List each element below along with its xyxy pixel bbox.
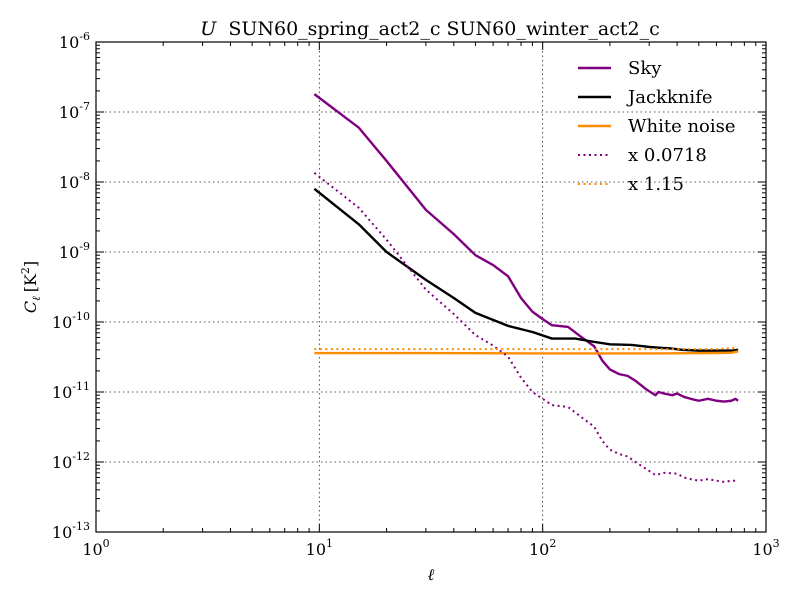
y-tick-label-exponent: -11 — [72, 380, 90, 393]
x-tick-label: 101 — [306, 537, 333, 559]
y-tick-label: 10-12 — [52, 450, 90, 472]
x-tick-label-base: 10 — [82, 540, 102, 559]
y-tick-label: 10-6 — [59, 30, 90, 52]
tick-labels: 100 101 102 10310-1310-1210-1110-1010-910-8… — [52, 30, 780, 559]
y-tick-label-base: 10 — [52, 383, 72, 402]
y-axis-label-unit-close: ] — [21, 261, 40, 267]
series-line-sky — [313, 93, 739, 403]
x-tick-label-exponent: 2 — [549, 537, 556, 550]
x-tick-label-base: 10 — [752, 540, 772, 559]
legend: Sky Jackknife White noise x 0.0718 x 1.15 — [578, 58, 736, 195]
chart-title: U SUN60_spring_act2_c SUN60_winter_act2_… — [200, 18, 659, 40]
legend-label: x 1.15 — [628, 174, 684, 195]
y-tick-label-base: 10 — [52, 523, 72, 542]
axis-ticks — [95, 41, 767, 533]
y-tick-label-exponent: -7 — [79, 100, 90, 113]
legend-label: x 0.0718 — [628, 145, 707, 166]
y-axis-label-unit-superscript: 2 — [19, 267, 32, 274]
series-line-jackknife — [313, 187, 739, 352]
y-tick-label-exponent: -13 — [72, 520, 90, 533]
x-axis-label: ℓ — [428, 565, 435, 584]
y-tick-label: 10-9 — [59, 240, 90, 262]
y-tick-label-exponent: -6 — [79, 30, 90, 43]
x-tick-label-exponent: 1 — [326, 537, 333, 550]
y-axis-label-unit: [K — [21, 273, 40, 292]
y-axis-label-subscript: ℓ — [30, 296, 43, 301]
y-tick-label: 10-13 — [52, 520, 90, 542]
series-lines — [313, 93, 739, 483]
x-tick-label: 100 — [82, 537, 109, 559]
x-tick-label-exponent: 0 — [103, 537, 110, 550]
y-axis-label-symbol: C — [21, 301, 40, 313]
y-tick-label-base: 10 — [59, 33, 79, 52]
series-line-white-noise — [314, 350, 739, 355]
y-tick-label-exponent: -9 — [79, 240, 90, 253]
y-tick-label: 10-7 — [59, 100, 90, 122]
plot-frame — [95, 41, 767, 533]
x-tick-label: 102 — [529, 537, 556, 559]
x-tick-label-base: 10 — [529, 540, 549, 559]
y-tick-label-base: 10 — [59, 243, 79, 262]
y-tick-label-exponent: -8 — [79, 170, 90, 183]
legend-label: Jackknife — [626, 87, 713, 108]
chart-title-variable: U — [200, 18, 217, 40]
y-tick-label: 10-8 — [59, 170, 90, 192]
y-tick-label-base: 10 — [52, 453, 72, 472]
y-tick-label: 10-10 — [52, 310, 90, 332]
y-tick-label-base: 10 — [59, 173, 79, 192]
y-axis-label: Cℓ [K2] — [19, 261, 43, 313]
chart-title-text: SUN60_spring_act2_c SUN60_winter_act2_c — [228, 18, 659, 40]
legend-label: Sky — [628, 58, 662, 79]
series-line-x-1-15 — [314, 346, 739, 351]
x-tick-label: 103 — [752, 537, 779, 559]
y-tick-label-base: 10 — [52, 313, 72, 332]
y-tick-label-exponent: -10 — [72, 310, 90, 323]
x-tick-label-exponent: 3 — [773, 537, 780, 550]
y-tick-label-base: 10 — [59, 103, 79, 122]
y-tick-label: 10-11 — [52, 380, 90, 402]
legend-label: White noise — [628, 116, 736, 137]
y-tick-label-exponent: -12 — [72, 450, 90, 463]
x-tick-label-base: 10 — [306, 540, 326, 559]
